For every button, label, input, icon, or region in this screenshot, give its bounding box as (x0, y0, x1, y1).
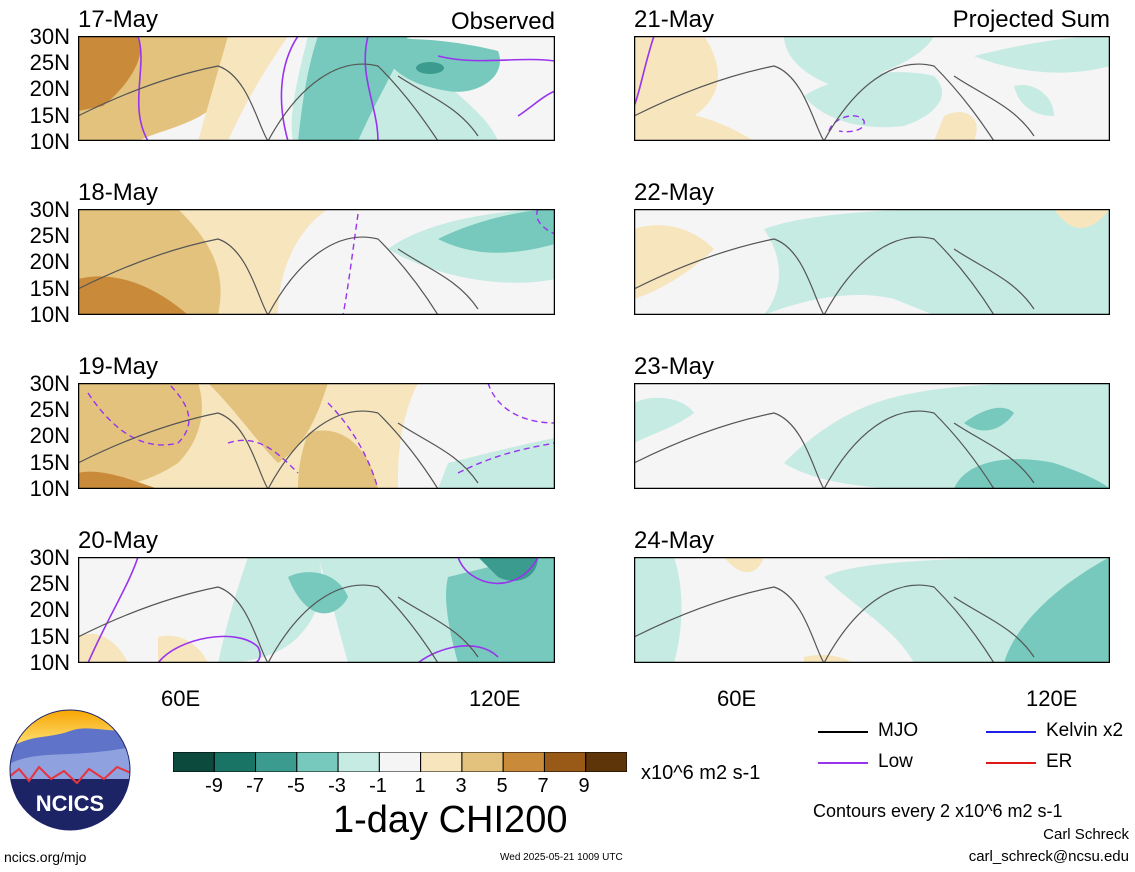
colorbar-label: 3 (455, 775, 467, 797)
colorbar-label: -9 (205, 775, 223, 797)
legend-label-er: ER (1046, 751, 1073, 772)
lon-label: 120E (1026, 686, 1078, 711)
contour-note: Contours every 2 x10^6 m2 s-1 (813, 801, 1063, 821)
lat-label: 10N (29, 129, 70, 154)
colorbar (172, 751, 628, 777)
panel-date: 18-May (78, 179, 159, 206)
colorbar-label: -5 (287, 775, 305, 797)
colorbar-label: -1 (369, 775, 387, 797)
colorbar-swatch (255, 751, 298, 773)
legend-line-mjo (818, 731, 868, 733)
panel-date: 17-May (78, 6, 159, 33)
logo-text: NCICS (36, 791, 104, 816)
timestamp: Wed 2025-05-21 1009 UTC (500, 852, 623, 863)
colorbar-label: -7 (246, 775, 264, 797)
legend-label-kelvin: Kelvin x2 (1046, 720, 1124, 741)
legend-label-mjo: MJO (878, 720, 919, 741)
panel-date: 19-May (78, 353, 159, 380)
colorbar-label: 7 (537, 775, 549, 797)
lat-label: 30N (29, 545, 70, 570)
legend-line-low (818, 762, 868, 764)
map-panel-18-may (78, 209, 555, 315)
colorbar-label: 5 (496, 775, 508, 797)
lat-label: 20N (29, 423, 70, 448)
lat-label: 20N (29, 249, 70, 274)
colorbar-swatch (213, 751, 257, 773)
lon-label: 60E (161, 686, 201, 711)
lat-label: 25N (29, 571, 70, 596)
map-panel-19-may (78, 383, 555, 489)
lat-label: 15N (29, 450, 70, 475)
lat-label: 30N (29, 371, 70, 396)
lat-label: 30N (29, 197, 70, 222)
colorbar-units: x10^6 m2 s-1 (641, 762, 761, 784)
panel-corner-label: Projected Sum (952, 6, 1110, 33)
panel-corner-label: Observed (450, 8, 555, 35)
colorbar-swatch (585, 751, 628, 773)
ncics-logo: NCICS (9, 709, 131, 836)
lat-label: 15N (29, 276, 70, 301)
lon-label: 60E (717, 686, 757, 711)
author-name: Carl Schreck (1043, 826, 1129, 843)
colorbar-label: 1 (414, 775, 426, 797)
panel-date: 21-May (634, 6, 715, 33)
lat-label: 10N (29, 650, 70, 675)
map-panel-17-may (78, 36, 555, 141)
panel-date: 22-May (634, 179, 715, 206)
map-panel-23-may (634, 383, 1110, 489)
lat-label: 20N (29, 76, 70, 101)
colorbar-swatch (296, 751, 339, 773)
lat-label: 25N (29, 397, 70, 422)
colorbar-swatch (543, 751, 587, 773)
lat-label: 30N (29, 24, 70, 49)
colorbar-swatch (502, 751, 545, 773)
lat-label: 25N (29, 223, 70, 248)
map-panel-21-may (634, 36, 1110, 141)
lat-label: 10N (29, 476, 70, 501)
colorbar-swatch (461, 751, 504, 773)
lat-label: 10N (29, 302, 70, 327)
map-panel-22-may (634, 209, 1110, 315)
lat-label: 15N (29, 103, 70, 128)
legend-line-er (986, 762, 1036, 764)
colorbar-label: -3 (328, 775, 346, 797)
map-panel-24-may (634, 557, 1110, 663)
panel-date: 23-May (634, 353, 715, 380)
author-email: carl_schreck@ncsu.edu (968, 848, 1129, 865)
colorbar-swatch (172, 751, 215, 773)
panel-date: 24-May (634, 527, 715, 554)
colorbar-swatch (378, 751, 422, 773)
map-panel-20-may (78, 557, 555, 663)
colorbar-swatch (420, 751, 463, 773)
site-url: ncics.org/mjo (4, 849, 87, 865)
lat-label: 20N (29, 597, 70, 622)
colorbar-label: 9 (578, 775, 590, 797)
lon-label: 120E (469, 686, 521, 711)
lat-label: 25N (29, 50, 70, 75)
legend-line-kelvin (986, 731, 1036, 733)
legend-label-low: Low (878, 751, 913, 772)
figure-title: 1-day CHI200 (333, 799, 568, 841)
lat-label: 15N (29, 624, 70, 649)
colorbar-swatch (337, 751, 380, 773)
panel-date: 20-May (78, 527, 159, 554)
